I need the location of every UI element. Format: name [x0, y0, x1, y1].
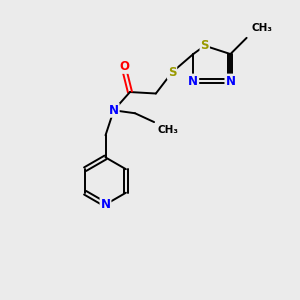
Text: O: O: [120, 60, 130, 73]
Text: S: S: [200, 39, 209, 52]
Text: N: N: [109, 104, 119, 117]
Text: N: N: [188, 75, 198, 88]
Text: S: S: [168, 66, 176, 79]
Text: CH₃: CH₃: [158, 125, 178, 135]
Text: N: N: [100, 198, 110, 211]
Text: N: N: [225, 75, 236, 88]
Text: CH₃: CH₃: [252, 22, 273, 33]
